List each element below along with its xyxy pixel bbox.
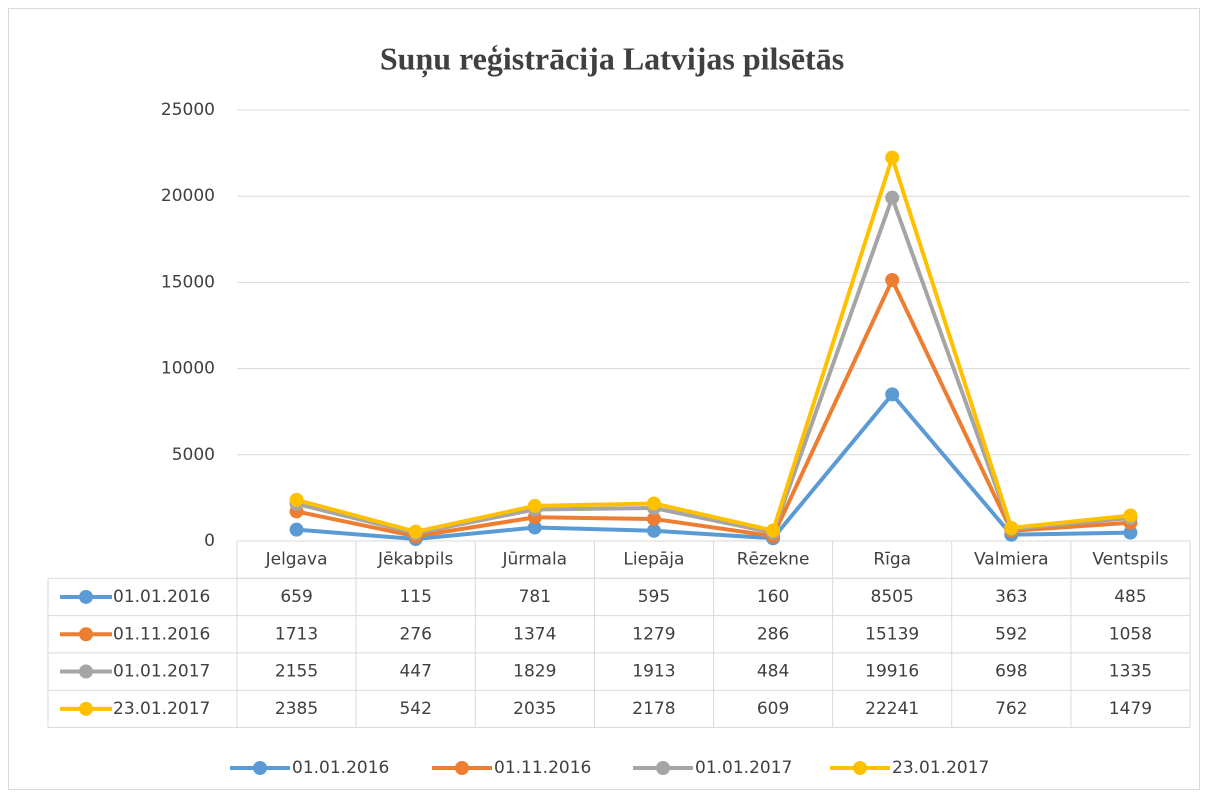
series-line: [296, 155, 1131, 534]
table-value: 1335: [1109, 662, 1152, 682]
data-point: [646, 511, 661, 526]
table-value: 1479: [1109, 699, 1152, 719]
x-tick-label: Ventspils: [1092, 550, 1168, 570]
data-point: [1004, 520, 1019, 535]
table-value: 1713: [275, 624, 318, 644]
data-point: [885, 273, 900, 288]
data-point: [885, 387, 900, 402]
y-tick-label: 20000: [161, 186, 215, 206]
table-series-name: 01.01.2017: [113, 662, 210, 682]
data-point: [646, 496, 661, 511]
chart-border: [8, 8, 1200, 790]
table-value: 698: [995, 662, 1027, 682]
table-value: 1279: [632, 624, 675, 644]
table-series-name: 01.11.2016: [113, 624, 210, 644]
legend-key-marker: [79, 589, 93, 604]
table-value: 1374: [513, 624, 556, 644]
data-point: [527, 498, 542, 513]
legend-key-marker: [79, 627, 93, 642]
table-value: 595: [638, 587, 670, 607]
x-tick-label: Jēkabpils: [377, 550, 453, 570]
series-line: [296, 392, 1131, 542]
x-tick-label: Jūrmala: [502, 550, 568, 570]
y-tick-label: 0: [204, 531, 215, 551]
table-value: 363: [995, 587, 1027, 607]
table-value: 485: [1114, 587, 1146, 607]
table-value: 1058: [1109, 624, 1152, 644]
y-tick-label: 5000: [172, 445, 215, 465]
legend-label: 01.01.2016: [292, 758, 389, 778]
table-value: 160: [757, 587, 789, 607]
series-line: [296, 278, 1131, 539]
x-tick-label: Rīga: [873, 550, 911, 570]
data-point: [766, 523, 781, 538]
table-value: 8505: [871, 587, 914, 607]
legend-key-marker: [656, 761, 670, 775]
table-value: 2035: [513, 699, 556, 719]
table-value: 447: [399, 662, 431, 682]
data-point: [885, 150, 900, 165]
table-value: 115: [399, 587, 431, 607]
x-tick-label: Rēzekne: [737, 550, 810, 570]
chart-title: Suņu reģistrācija Latvijas pilsētās: [380, 40, 844, 77]
legend-label: 01.01.2017: [695, 758, 792, 778]
data-point: [408, 524, 423, 539]
table-value: 762: [995, 699, 1027, 719]
legend-key-marker: [253, 761, 267, 775]
y-tick-label: 10000: [161, 359, 215, 379]
table-value: 2178: [632, 699, 675, 719]
table-value: 542: [399, 699, 431, 719]
data-point: [646, 523, 661, 538]
table-value: 592: [995, 624, 1027, 644]
x-tick-label: Valmiera: [974, 550, 1049, 570]
legend-key-marker: [455, 761, 469, 775]
table-value: 286: [757, 624, 789, 644]
table-value: 19916: [865, 662, 919, 682]
table-series-name: 23.01.2017: [113, 699, 210, 719]
data-point: [289, 492, 304, 507]
table-value: 781: [519, 587, 551, 607]
table-value: 2155: [275, 662, 318, 682]
legend-label: 23.01.2017: [892, 758, 989, 778]
table-value: 484: [757, 662, 789, 682]
legend-key-marker: [79, 664, 93, 679]
table-value: 609: [757, 699, 789, 719]
table-value: 22241: [865, 699, 919, 719]
table-value: 1913: [632, 662, 675, 682]
y-tick-label: 25000: [161, 100, 215, 120]
legend-key-marker: [79, 701, 93, 716]
table-series-name: 01.01.2016: [113, 587, 210, 607]
legend-key-marker: [853, 761, 867, 775]
table-value: 659: [280, 587, 312, 607]
legend-label: 01.11.2016: [494, 758, 591, 778]
data-point: [1123, 525, 1138, 540]
table-value: 2385: [275, 699, 318, 719]
x-tick-label: Jelgava: [265, 550, 328, 570]
x-tick-label: Liepāja: [623, 550, 684, 570]
data-point: [527, 520, 542, 535]
data-point: [885, 190, 900, 205]
table-value: 276: [399, 624, 431, 644]
data-point: [1123, 508, 1138, 523]
y-tick-label: 15000: [161, 272, 215, 292]
table-value: 1829: [513, 662, 556, 682]
table-value: 15139: [865, 624, 919, 644]
data-point: [289, 522, 304, 537]
